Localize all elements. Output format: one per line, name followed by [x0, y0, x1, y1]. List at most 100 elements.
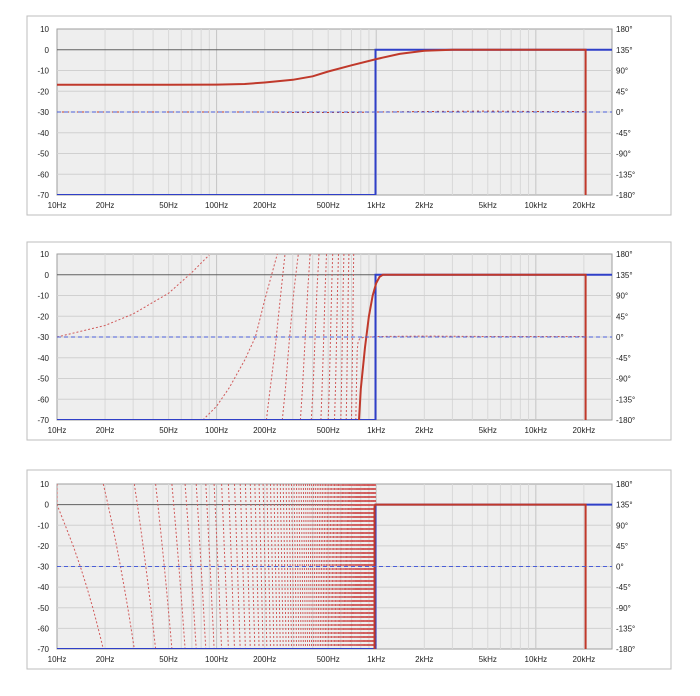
y-tick-label-left: -30 [37, 333, 49, 342]
y-tick-label-left: -20 [37, 312, 49, 321]
phase-ramp-line [329, 484, 333, 649]
y-tick-label-left: 10 [40, 25, 49, 34]
series-measured-magnitude [358, 273, 587, 420]
x-tick-label: 10Hz [48, 426, 67, 435]
phase-ramp-line [364, 484, 366, 649]
y-tick-label-right: 45° [616, 87, 628, 96]
phase-ramp-line [321, 484, 325, 649]
phase-ramp-line [355, 484, 358, 649]
y-tick-label-left: -70 [37, 416, 49, 425]
phase-ramp-line [331, 484, 334, 649]
phase-ramp-line [309, 484, 313, 649]
phase-ramp-line [254, 484, 260, 649]
phase-wrap-line [281, 254, 299, 420]
phase-ramp-line [340, 484, 343, 649]
phase-ramp-line [318, 484, 322, 649]
y-tick-label-right: 90° [616, 67, 628, 76]
phase-ramp-line [347, 484, 350, 649]
y-tick-label-left: 10 [40, 480, 49, 489]
y-tick-label-left: 0 [45, 501, 50, 510]
phase-wrap-line [334, 254, 339, 420]
phase-ramp-line [300, 484, 304, 649]
phase-ramp-line [348, 484, 352, 649]
phase-ramp-line [171, 484, 186, 649]
y-tick-label-left: -20 [37, 542, 49, 551]
phase-ramp-line [195, 484, 207, 649]
y-tick-label-right: 135° [616, 271, 633, 280]
series-measured-magnitude [373, 503, 587, 649]
phase-ramp-line [369, 484, 372, 649]
y-tick-label-right: 180° [616, 480, 633, 489]
y-tick-label-left: -30 [37, 108, 49, 117]
phase-ramp-line [359, 484, 362, 649]
x-tick-label: 50Hz [159, 655, 178, 664]
x-tick-label: 20kHz [573, 426, 596, 435]
phase-ramp-line [367, 484, 370, 649]
y-tick-label-right: -180° [616, 191, 635, 200]
x-tick-label: 20kHz [573, 655, 596, 664]
x-tick-label: 20Hz [96, 426, 115, 435]
y-tick-label-left: 0 [45, 46, 50, 55]
phase-ramp-line [258, 484, 264, 649]
x-tick-label: 10kHz [525, 201, 548, 210]
phase-ramp-line [335, 484, 338, 649]
y-tick-label-left: 10 [40, 250, 49, 259]
x-tick-label: 500Hz [317, 426, 340, 435]
phase-ramp-line [291, 484, 295, 649]
y-tick-label-left: -60 [37, 395, 49, 404]
phase-ramp-line [328, 484, 331, 649]
x-tick-label: 100Hz [205, 201, 228, 210]
y-tick-label-left: -40 [37, 129, 49, 138]
phase-ramp-line [364, 484, 367, 649]
y-tick-label-left: -60 [37, 170, 49, 179]
phase-wrap-line [351, 254, 355, 420]
x-tick-label: 10Hz [48, 655, 67, 664]
phase-ramp-line [313, 484, 316, 649]
x-tick-label: 5kHz [479, 201, 497, 210]
y-tick-label-left: -30 [37, 563, 49, 572]
y-tick-label-right: -135° [616, 395, 635, 404]
y-tick-label-right: -135° [616, 170, 635, 179]
phase-ramp-line [326, 484, 330, 649]
phase-ramp-line [227, 484, 235, 649]
phase-ramp-line [332, 484, 335, 649]
phase-ramp-line [320, 484, 323, 649]
phase-wrap-line [310, 254, 320, 420]
chart-3: 10Hz 20Hz 50Hz 100Hz 200Hz 500Hz 1kHz 2kHz 5kHz 1… [26, 469, 672, 670]
y-tick-label-left: -10 [37, 292, 49, 301]
phase-ramp-line [279, 484, 284, 649]
x-tick-label: 10kHz [525, 655, 548, 664]
x-tick-label: 20Hz [96, 655, 115, 664]
phase-ramp-line [288, 484, 292, 649]
phase-wrap-line [345, 254, 350, 420]
y-tick-label-right: -45° [616, 354, 631, 363]
phase-ramp-line [346, 484, 349, 649]
phase-ramp-line [353, 484, 356, 649]
phase-ramp-line [266, 484, 271, 649]
y-tick-label-right: -90° [616, 604, 631, 613]
phase-wrap-line [320, 254, 327, 420]
x-tick-label: 5kHz [479, 655, 497, 664]
x-tick-label: 1kHz [367, 655, 385, 664]
phase-ramp-line [57, 484, 104, 649]
phase-ramp-line [307, 484, 311, 649]
y-tick-label-right: 180° [616, 250, 633, 259]
y-tick-label-right: 0° [616, 108, 624, 117]
y-tick-label-right: -90° [616, 375, 631, 384]
chart-2: 10Hz 20Hz 50Hz 100Hz 200Hz 500Hz 1kHz 2kHz 5kHz 1… [26, 241, 672, 441]
phase-wrap-line [299, 254, 311, 420]
y-tick-label-right: -45° [616, 129, 631, 138]
phase-ramp-line [296, 484, 300, 649]
phase-ramp-line [325, 484, 328, 649]
y-tick-label-right: 45° [616, 312, 628, 321]
y-tick-label-left: -20 [37, 87, 49, 96]
phase-ramp-line [298, 484, 302, 649]
x-tick-label: 20kHz [573, 201, 596, 210]
phase-ramp-line [262, 484, 268, 649]
x-tick-label: 100Hz [205, 655, 228, 664]
phase-ramp-line [344, 484, 347, 649]
y-tick-label-right: 90° [616, 292, 628, 301]
x-tick-label: 200Hz [253, 201, 276, 210]
x-tick-label: 5kHz [479, 426, 497, 435]
